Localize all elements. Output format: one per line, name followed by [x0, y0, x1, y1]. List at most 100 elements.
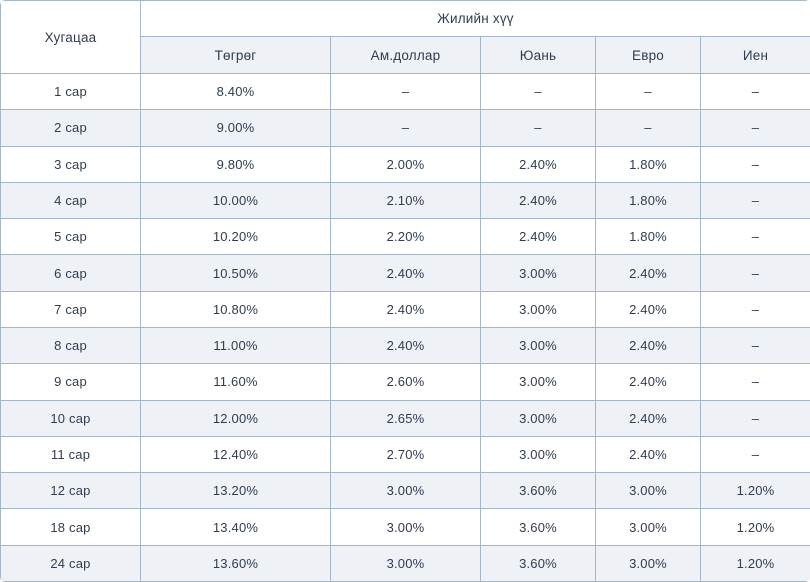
rate-cell: 2.40%	[595, 435, 701, 474]
table-row: 9 сар 11.60% 2.60% 3.00% 2.40% –	[0, 363, 810, 401]
rate-cell: –	[699, 109, 810, 147]
rate-cell: 3.00%	[595, 472, 701, 510]
rate-cell: 10.80%	[140, 290, 331, 328]
rate-cell: 2.20%	[330, 218, 481, 256]
currency-column-header: Төгрөг	[140, 36, 331, 74]
rate-cell: 1.80%	[595, 218, 701, 256]
table-row: 7 сар 10.80% 2.40% 3.00% 2.40% –	[0, 290, 810, 328]
rate-cell: 2.40%	[595, 399, 701, 437]
rate-cell: 3.00%	[480, 326, 596, 365]
rate-cell: 2.40%	[595, 326, 701, 365]
table-row: 5 сар 10.20% 2.20% 2.40% 1.80% –	[0, 218, 810, 256]
rate-cell: 9.80%	[140, 145, 331, 183]
rate-cell: 3.60%	[480, 472, 596, 510]
rate-cell: 3.00%	[330, 508, 481, 546]
group-header-row: Хугацаа Жилийн хүү	[0, 0, 810, 74]
currency-column-header: Юань	[480, 36, 596, 74]
table-body: 1 сар 8.40% – – – –2 сар 9.00% – – – –3 сар 9.80% 2.…	[0, 72, 810, 582]
duration-cell: 10 сар	[0, 399, 141, 437]
rate-cell: –	[699, 72, 810, 111]
duration-cell: 4 сар	[0, 181, 141, 220]
rate-cell: –	[699, 399, 810, 437]
duration-cell: 7 сар	[0, 290, 141, 328]
table-row: 12 сар 13.20% 3.00% 3.60% 3.00% 1.20%	[0, 472, 810, 510]
duration-cell: 3 сар	[0, 145, 141, 183]
rate-cell: –	[699, 290, 810, 328]
currency-header-row: Төгрөг Ам.доллар Юань Евро Иен	[1, 36, 810, 74]
duration-cell: 11 сар	[0, 435, 141, 474]
table-row: 24 сар 13.60% 3.00% 3.60% 3.00% 1.20%	[0, 544, 810, 582]
rate-cell: 10.50%	[140, 254, 331, 292]
rate-cell: 13.40%	[140, 508, 331, 546]
rate-cell: –	[595, 72, 701, 111]
rate-cell: 2.60%	[330, 363, 481, 401]
rate-cell: –	[595, 109, 701, 147]
currency-column-header: Евро	[595, 36, 701, 74]
rate-cell: 2.10%	[330, 181, 481, 220]
rate-cell: 2.40%	[330, 290, 481, 328]
duration-column-header: Хугацаа	[0, 0, 141, 74]
rate-cell: 12.40%	[140, 435, 331, 474]
rate-cell: –	[699, 145, 810, 183]
duration-cell: 5 сар	[0, 218, 141, 256]
rate-cell: 3.00%	[595, 544, 701, 582]
duration-cell: 8 сар	[0, 326, 141, 365]
rate-cell: –	[699, 254, 810, 292]
rate-cell: –	[699, 326, 810, 365]
rate-cell: 2.00%	[330, 145, 481, 183]
rate-cell: 3.00%	[480, 363, 596, 401]
rate-cell: 3.00%	[330, 544, 481, 582]
rate-cell: 3.60%	[480, 544, 596, 582]
duration-cell: 12 сар	[0, 472, 141, 510]
currency-column-header: Иен	[699, 36, 810, 74]
table-row: 18 сар 13.40% 3.00% 3.60% 3.00% 1.20%	[0, 508, 810, 546]
rate-cell: 2.40%	[330, 326, 481, 365]
duration-cell: 2 сар	[0, 109, 141, 147]
table-header: Хугацаа Жилийн хүү Төгрөг Ам.доллар Юань Ев…	[0, 0, 810, 74]
table-row: 2 сар 9.00% – – – –	[0, 109, 810, 147]
rate-cell: 3.60%	[480, 508, 596, 546]
rate-cell: 2.40%	[595, 290, 701, 328]
rate-cell: 11.00%	[140, 326, 331, 365]
rate-cell: 1.80%	[595, 145, 701, 183]
rate-cell: –	[330, 72, 481, 111]
table-row: 3 сар 9.80% 2.00% 2.40% 1.80% –	[0, 145, 810, 183]
duration-cell: 24 сар	[0, 544, 141, 582]
rate-cell: 2.65%	[330, 399, 481, 437]
rate-cell: 8.40%	[140, 72, 331, 111]
duration-cell: 6 сар	[0, 254, 141, 292]
table-row: 10 сар 12.00% 2.65% 3.00% 2.40% –	[0, 399, 810, 437]
rate-cell: 13.20%	[140, 472, 331, 510]
rate-cell: 2.70%	[330, 435, 481, 474]
table-row: 8 сар 11.00% 2.40% 3.00% 2.40% –	[0, 326, 810, 365]
duration-cell: 1 сар	[0, 72, 141, 111]
rate-cell: 2.40%	[595, 363, 701, 401]
rate-cell: 1.20%	[699, 508, 810, 546]
duration-cell: 18 сар	[0, 508, 141, 546]
rate-cell: 2.40%	[480, 145, 596, 183]
rate-cell: 10.00%	[140, 181, 331, 220]
rate-cell: 10.20%	[140, 218, 331, 256]
rate-cell: 3.00%	[480, 290, 596, 328]
rate-cell: 9.00%	[140, 109, 331, 147]
table-row: 1 сар 8.40% – – – –	[0, 72, 810, 111]
rate-cell: 1.80%	[595, 181, 701, 220]
currency-column-header: Ам.доллар	[330, 36, 481, 74]
rate-cell: –	[480, 109, 596, 147]
rate-cell: –	[330, 109, 481, 147]
annual-interest-group-header: Жилийн хүү	[139, 0, 810, 37]
rate-cell: –	[699, 435, 810, 474]
rate-cell: 2.40%	[330, 254, 481, 292]
duration-cell: 9 сар	[0, 363, 141, 401]
rate-cell: 3.00%	[330, 472, 481, 510]
rate-cell: –	[480, 72, 596, 111]
rate-cell: 2.40%	[595, 254, 701, 292]
table-row: 11 сар 12.40% 2.70% 3.00% 2.40% –	[0, 435, 810, 474]
table-row: 6 сар 10.50% 2.40% 3.00% 2.40% –	[0, 254, 810, 292]
table-row: 4 сар 10.00% 2.10% 2.40% 1.80% –	[0, 181, 810, 220]
rate-cell: –	[699, 181, 810, 220]
rate-cell: –	[699, 218, 810, 256]
rate-cell: 3.00%	[595, 508, 701, 546]
